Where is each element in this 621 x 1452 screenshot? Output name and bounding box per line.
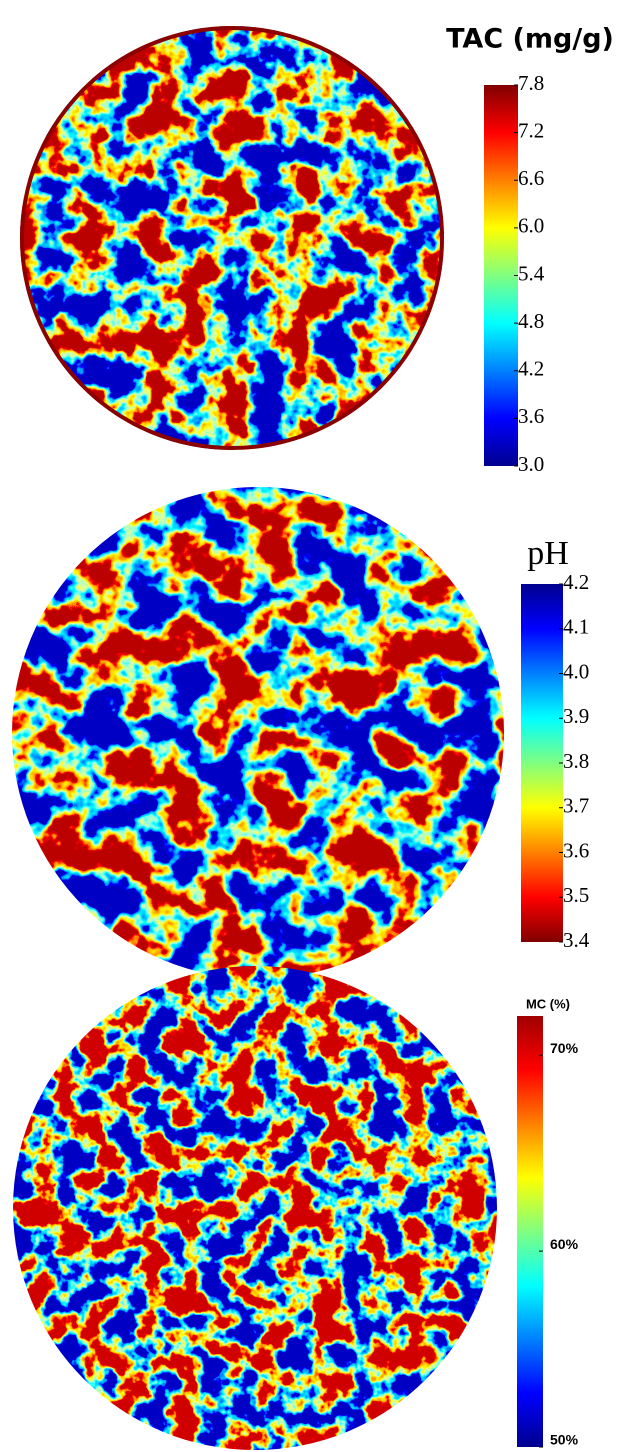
colorbar-title: pH: [527, 535, 569, 572]
colorbar-tick-label: 3.8: [563, 749, 589, 773]
colorbar-tick-label: 3.4: [563, 928, 590, 952]
colorbar-tick-label: 4.2: [518, 357, 544, 381]
disc-rim: [20, 26, 444, 450]
colorbar-tick-label: 60%: [550, 1236, 579, 1252]
colorbar-tick-label: 3.6: [518, 404, 544, 428]
colorbar: [521, 584, 563, 942]
colorbar-tick-label: 4.2: [563, 570, 589, 594]
colorbar-tick-label: 50%: [550, 1432, 579, 1448]
colorbar: [484, 85, 518, 466]
colorbar-tick-label: 3.7: [563, 794, 589, 818]
colorbar-tick-label: 4.0: [563, 659, 589, 683]
colorbar-tick-label: 6.6: [518, 166, 544, 190]
heatmap-disc: [20, 26, 444, 450]
colorbar-tick-label: 3.6: [563, 838, 589, 862]
heatmap-texture: [12, 487, 504, 979]
heatmap-texture: [20, 26, 444, 450]
colorbar-tick-label: 4.1: [563, 615, 589, 639]
colorbar-tick-label: 5.4: [518, 261, 545, 285]
heatmap-disc: [13, 966, 497, 1450]
colorbar-tick-label: 7.8: [518, 71, 544, 95]
colorbar-tick-label: 6.0: [518, 214, 544, 238]
colorbar: [517, 1016, 543, 1447]
heatmap-texture: [13, 966, 497, 1450]
colorbar-tick-label: 3.0: [518, 452, 544, 476]
colorbar-tick-label: 3.9: [563, 704, 589, 728]
heatmap-disc: [12, 487, 504, 979]
colorbar-title: TAC (mg/g): [446, 24, 614, 55]
colorbar-tick-label: 4.8: [518, 309, 544, 333]
colorbar-tick-label: 70%: [550, 1040, 579, 1056]
colorbar-title: MC (%): [526, 996, 570, 1011]
colorbar-tick-label: 7.2: [518, 118, 544, 142]
colorbar-tick-label: 3.5: [563, 883, 589, 907]
